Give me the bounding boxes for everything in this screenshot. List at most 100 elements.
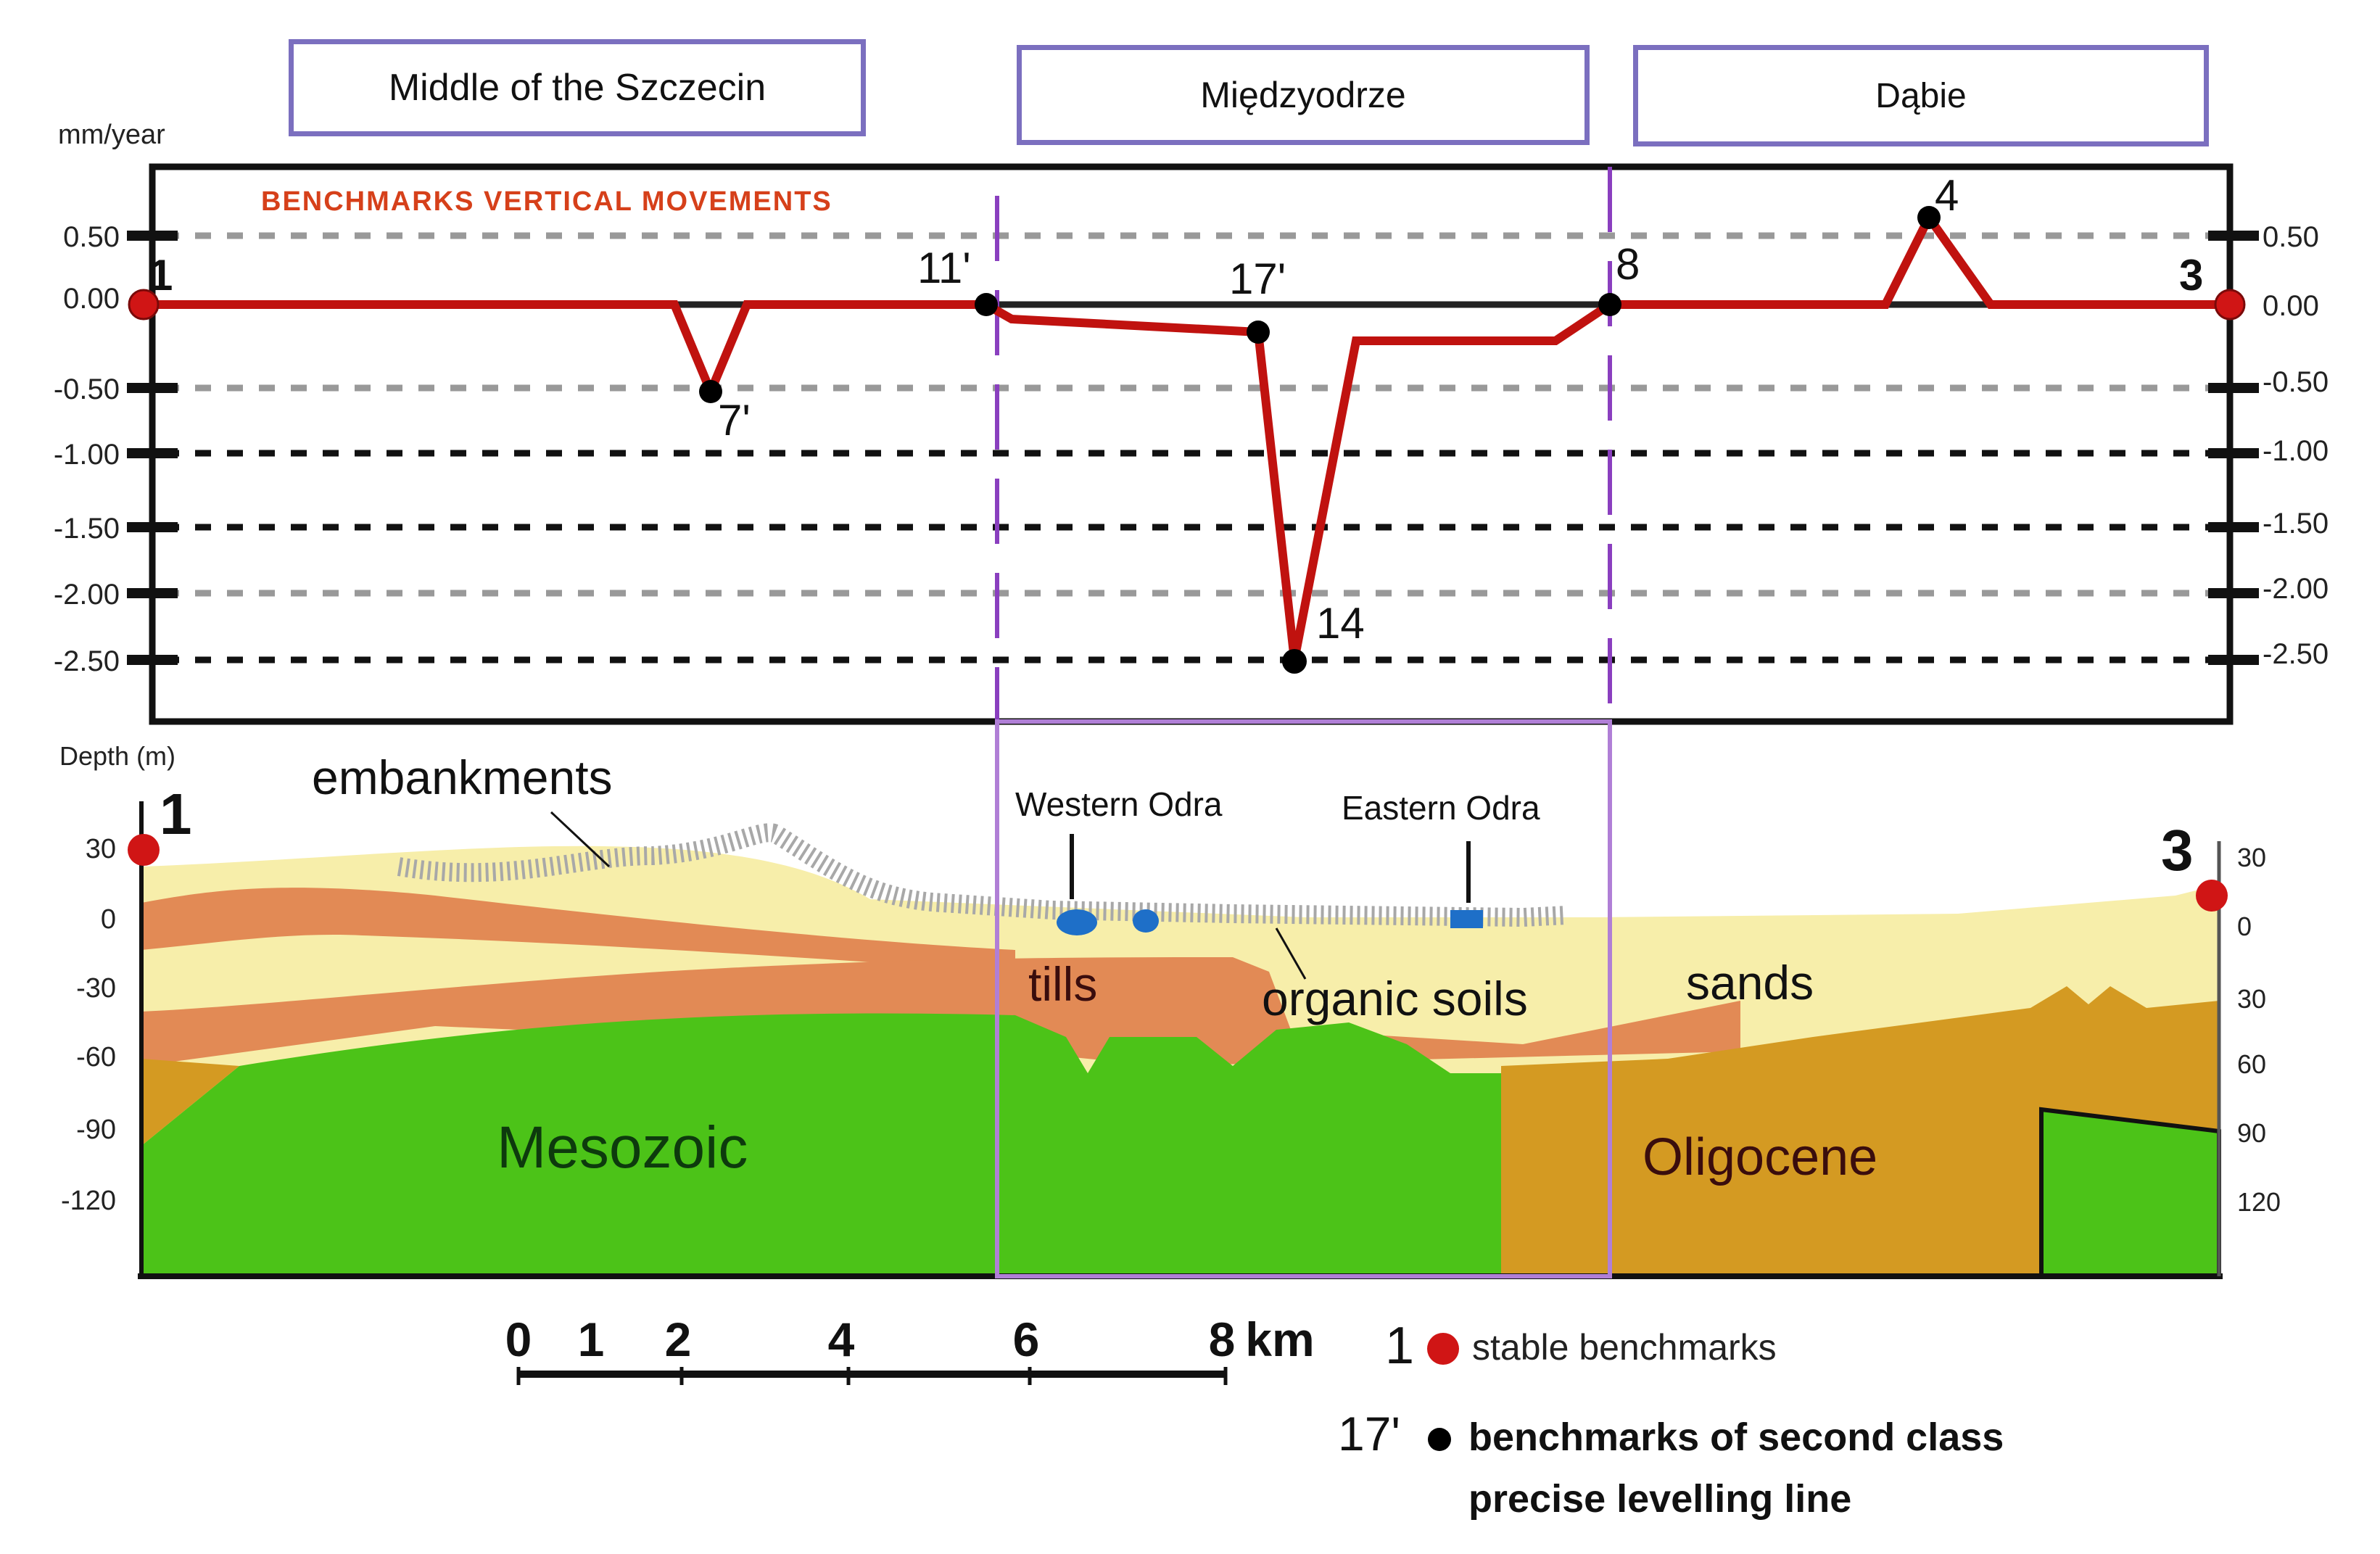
mesozoic-layer xyxy=(141,1013,1501,1276)
benchmark-14-marker xyxy=(1282,649,1307,674)
svg-text:30: 30 xyxy=(86,834,116,864)
svg-text:6: 6 xyxy=(1013,1313,1040,1366)
left-y-ticks xyxy=(127,231,178,665)
svg-text:-2.50: -2.50 xyxy=(2263,638,2329,670)
region-label-szczecin: Middle of the Szczecin xyxy=(388,67,767,109)
legend: 1 stable benchmarks 17' benchmarks of se… xyxy=(1338,1317,2004,1521)
legend-second-symbol-label: 17' xyxy=(1338,1407,1400,1460)
svg-text:11': 11' xyxy=(917,244,971,292)
svg-text:-120: -120 xyxy=(61,1186,116,1216)
embankments-label: embankments xyxy=(312,751,613,804)
svg-text:4: 4 xyxy=(828,1313,855,1366)
svg-text:km: km xyxy=(1245,1313,1314,1366)
stable-benchmark-1-marker xyxy=(128,289,160,321)
svg-text:90: 90 xyxy=(2237,1118,2266,1148)
cross-section-benchmark-3 xyxy=(2196,880,2228,912)
left-y-tick-labels: 0.50 0.00 -0.50 -1.00 -1.50 -2.00 -2.50 xyxy=(54,221,120,677)
stable-benchmark-3-marker xyxy=(2214,289,2246,321)
svg-text:2: 2 xyxy=(665,1313,692,1366)
svg-text:-2.00: -2.00 xyxy=(2263,573,2329,605)
western-odra-water xyxy=(1057,909,1097,935)
scale-bar-labels: 0 1 2 4 6 8 km xyxy=(505,1313,1315,1366)
depth-right-tick-labels: 30 0 30 60 90 120 xyxy=(2237,843,2281,1217)
benchmark-markers xyxy=(128,206,2246,674)
svg-text:-0.50: -0.50 xyxy=(2263,366,2329,398)
region-box-miedzyodrze: Międzyodrze xyxy=(1017,45,1590,145)
svg-text:-30: -30 xyxy=(76,973,116,1004)
svg-text:-0.50: -0.50 xyxy=(54,373,120,405)
legend-stable-text: stable benchmarks xyxy=(1472,1327,1777,1368)
svg-text:-1.50: -1.50 xyxy=(54,513,120,545)
depth-left-tick-labels: 30 0 -30 -60 -90 -120 xyxy=(61,834,116,1216)
svg-text:17': 17' xyxy=(1229,255,1286,303)
svg-text:0: 0 xyxy=(101,904,116,935)
western-odra-label: Western Odra xyxy=(1015,785,1223,823)
region-box-dabie: Dąbie xyxy=(1633,45,2209,146)
svg-text:8: 8 xyxy=(1209,1313,1236,1366)
benchmark-7-marker xyxy=(699,380,722,403)
scale-bar xyxy=(516,1367,1228,1385)
chart-title: BENCHMARKS VERTICAL MOVEMENTS xyxy=(261,186,832,217)
region-box-szczecin: Middle of the Szczecin xyxy=(289,39,866,136)
cross-section-benchmark-3-label: 3 xyxy=(2161,818,2194,883)
oligocene-label: Oligocene xyxy=(1643,1128,1877,1186)
sands-label: sands xyxy=(1686,956,1814,1009)
cross-section-benchmark-1 xyxy=(128,834,160,866)
benchmark-11-marker xyxy=(975,293,998,316)
left-wedge xyxy=(141,1059,239,1146)
svg-text:60: 60 xyxy=(2237,1049,2266,1079)
right-mesozoic-block xyxy=(2039,1107,2221,1278)
svg-text:0: 0 xyxy=(505,1313,532,1366)
western-odra-water-2 xyxy=(1133,909,1159,933)
right-y-tick-labels: 0.50 0.00 -0.50 -1.00 -1.50 -2.00 -2.50 xyxy=(2263,221,2329,670)
svg-text:-1.00: -1.00 xyxy=(54,439,120,471)
region-label-miedzyodrze: Międzyodrze xyxy=(1200,75,1406,115)
svg-text:3: 3 xyxy=(2179,251,2203,299)
svg-text:30: 30 xyxy=(2237,843,2266,872)
geologic-cross-section xyxy=(138,719,2223,1279)
svg-text:-60: -60 xyxy=(76,1042,116,1072)
embankment xyxy=(397,823,1567,927)
cross-section-benchmark-1-label: 1 xyxy=(160,782,192,846)
svg-text:0: 0 xyxy=(2237,912,2252,941)
legend-stable-marker xyxy=(1427,1333,1459,1365)
svg-text:-2.50: -2.50 xyxy=(54,645,120,677)
svg-text:0.00: 0.00 xyxy=(2263,290,2319,322)
benchmark-8-marker xyxy=(1598,293,1621,316)
eastern-odra-water xyxy=(1450,910,1483,928)
svg-text:1: 1 xyxy=(149,251,173,299)
svg-text:-1.50: -1.50 xyxy=(2263,508,2329,540)
legend-second-marker xyxy=(1428,1428,1451,1451)
svg-text:30: 30 xyxy=(2237,984,2266,1014)
svg-text:-1.00: -1.00 xyxy=(2263,435,2329,467)
svg-text:-90: -90 xyxy=(76,1115,116,1145)
y-axis-unit-label: mm/year xyxy=(58,120,165,150)
svg-text:14: 14 xyxy=(1316,599,1365,648)
svg-text:7': 7' xyxy=(718,396,751,445)
svg-text:0.00: 0.00 xyxy=(63,283,120,315)
svg-text:4: 4 xyxy=(1935,171,1959,220)
svg-text:1: 1 xyxy=(578,1313,605,1366)
legend-second-text-line1: benchmarks of second class xyxy=(1468,1415,2004,1459)
benchmark-4-marker xyxy=(1917,206,1941,229)
eastern-odra-label: Eastern Odra xyxy=(1342,789,1540,827)
gridlines xyxy=(163,232,2219,664)
legend-second-text-line2: precise levelling line xyxy=(1468,1477,1851,1521)
mesozoic-label: Mesozoic xyxy=(497,1115,748,1181)
svg-text:8: 8 xyxy=(1616,240,1640,289)
depth-axis-label: Depth (m) xyxy=(59,741,175,771)
tills-label: tills xyxy=(1028,957,1097,1011)
chart-frame xyxy=(149,163,2234,725)
right-y-ticks xyxy=(2208,231,2259,665)
legend-stable-symbol-label: 1 xyxy=(1385,1317,1414,1375)
benchmark-labels: 1 7' 11' 17' 14 8 4 3 xyxy=(149,171,2203,648)
svg-text:0.50: 0.50 xyxy=(63,221,120,253)
region-label-dabie: Dąbie xyxy=(1875,76,1967,115)
benchmark-17-marker xyxy=(1247,321,1270,344)
svg-text:0.50: 0.50 xyxy=(2263,221,2319,253)
tills-upper-band xyxy=(141,888,1015,972)
svg-text:-2.00: -2.00 xyxy=(54,579,120,611)
organic-soils-label: organic soils xyxy=(1262,972,1528,1025)
svg-text:120: 120 xyxy=(2237,1187,2281,1217)
